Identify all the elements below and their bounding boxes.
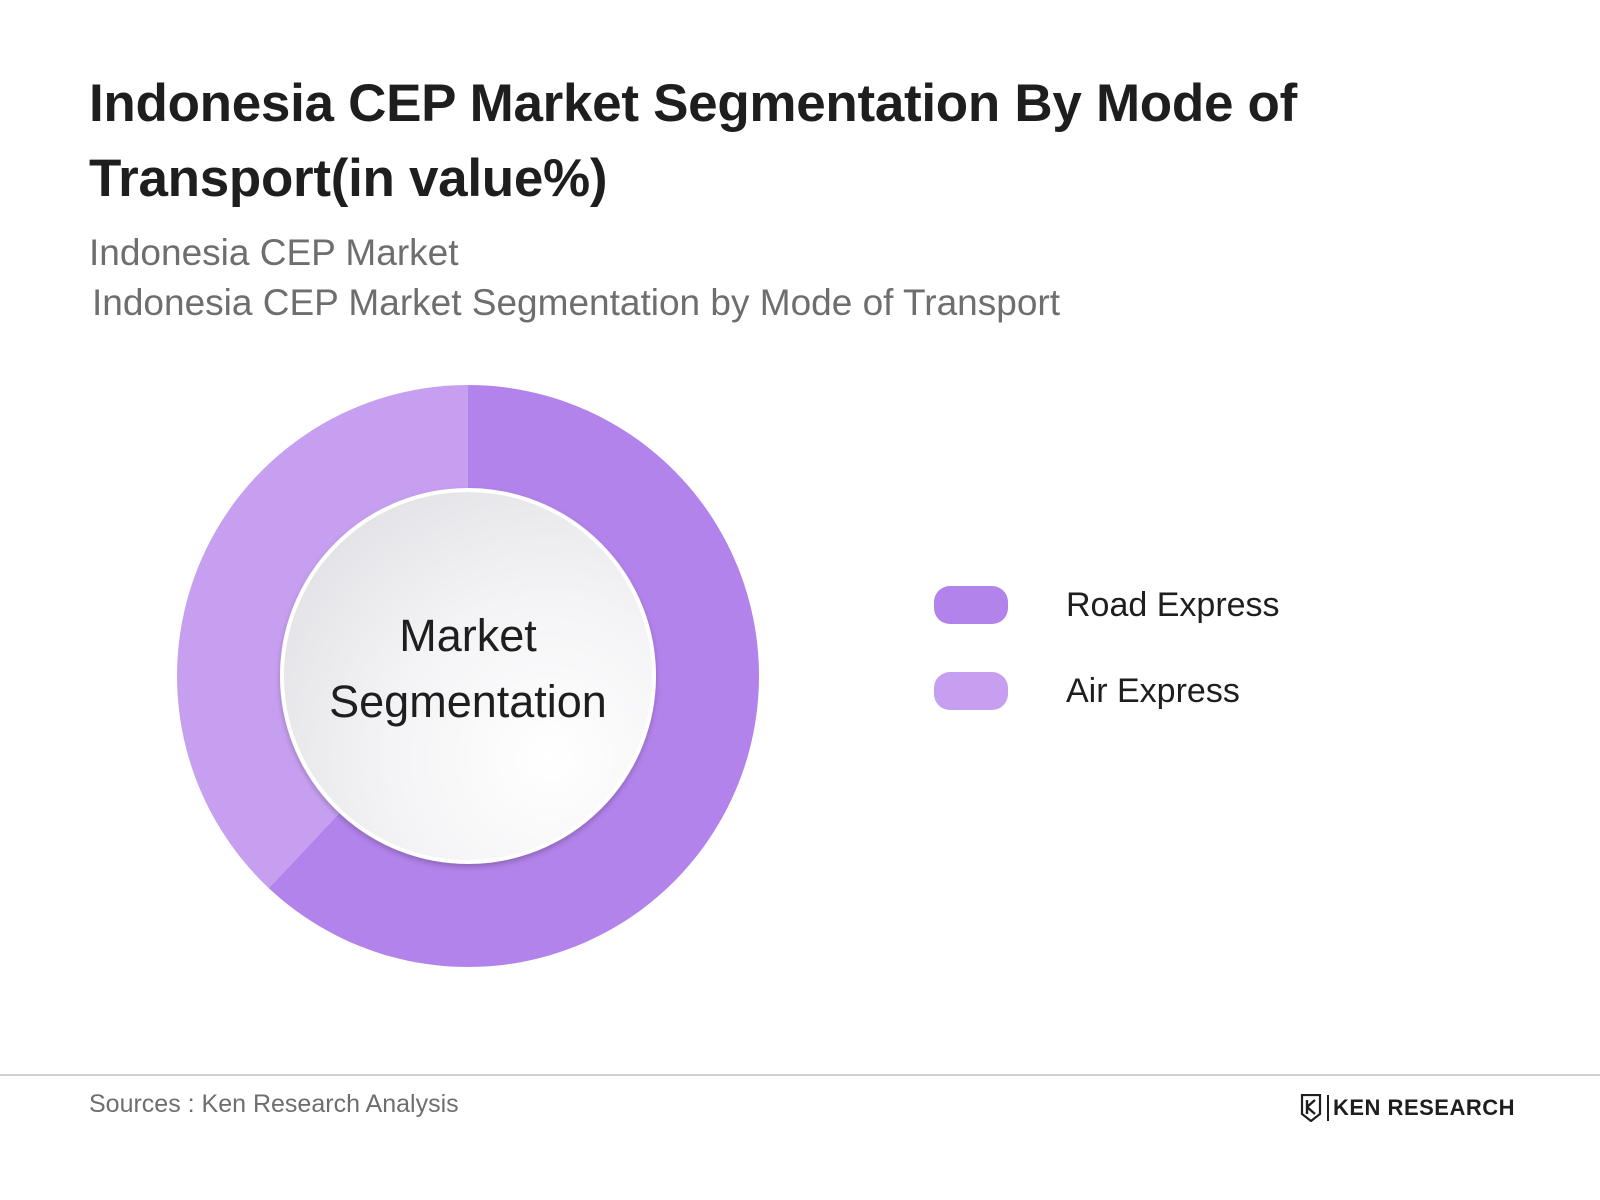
ken-research-logo-text: KEN RESEARCH [1333,1095,1516,1120]
chart-subtitle: Indonesia CEP Market [89,232,459,273]
center-label-line1: Market [399,610,537,661]
footer-divider [0,1074,1600,1076]
source-note: Sources : Ken Research Analysis [89,1090,459,1118]
legend-label-air-express: Air Express [1066,672,1240,710]
legend-swatch-air-express [934,672,1008,710]
donut-center-disc [280,488,656,864]
donut-center-label: Market Segmentation [280,603,656,735]
center-label-line2: Segmentation [329,676,607,727]
ken-research-logo-icon [1300,1094,1322,1122]
legend-label-road-express: Road Express [1066,586,1280,624]
chart-title: Indonesia CEP Market Segmentation By Mod… [89,74,1297,208]
ken-research-logo: KEN RESEARCH [1300,1094,1515,1122]
logo-separator [1327,1095,1329,1121]
chart-subtitle-secondary: Indonesia CEP Market Segmentation by Mod… [92,282,1061,323]
donut-chart [177,385,760,967]
legend-swatch-road-express [934,586,1008,624]
